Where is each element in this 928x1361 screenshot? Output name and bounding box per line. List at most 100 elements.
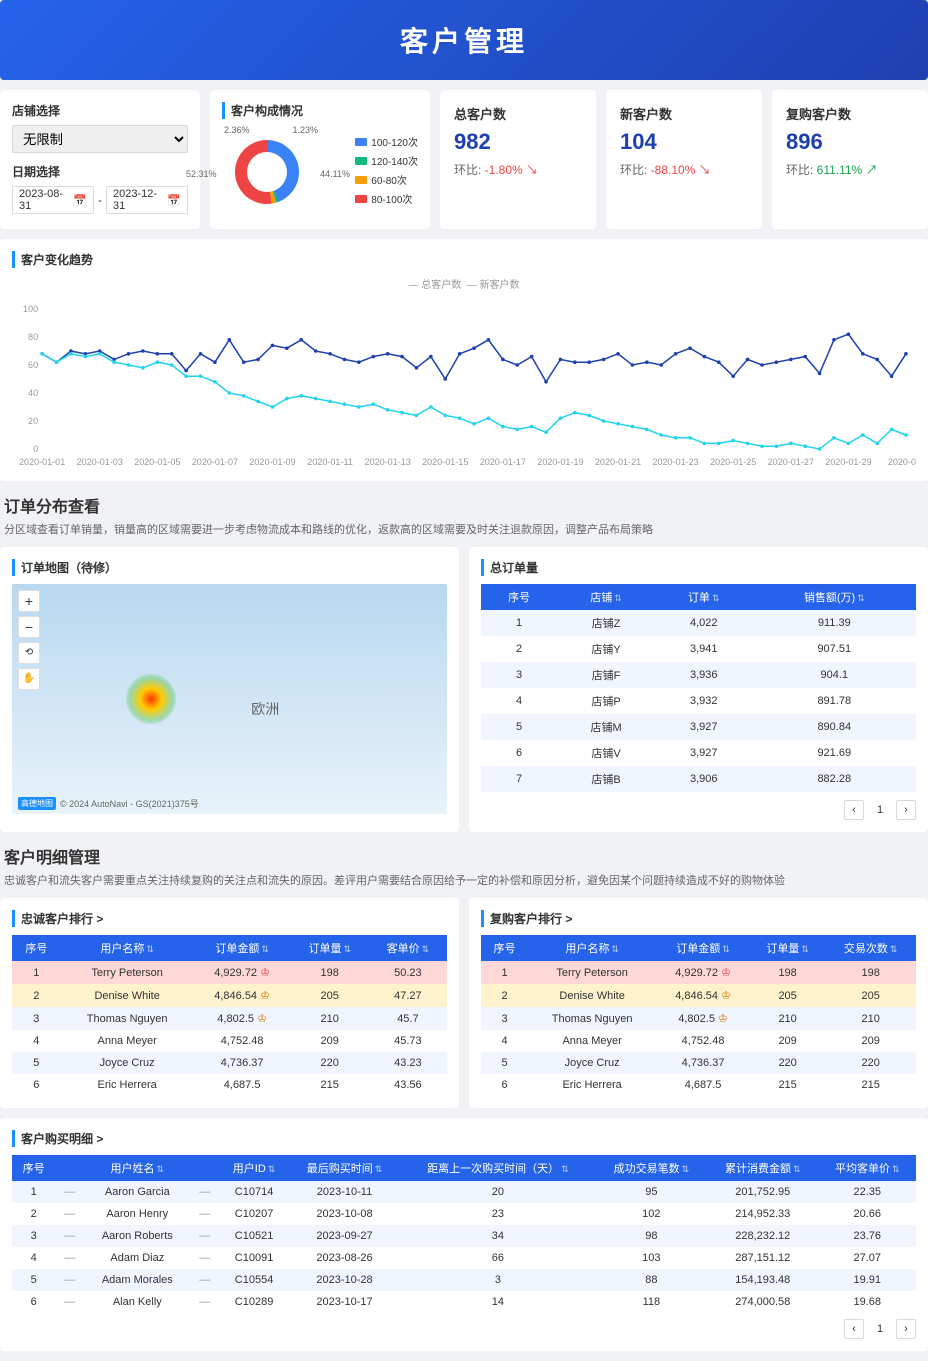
svg-text:2020-01-23: 2020-01-23 [652, 457, 698, 467]
table-row[interactable]: 3店铺F3,936904.1 [481, 662, 916, 688]
map-box[interactable]: + − ⟲ ✋ 欧洲 高德地图 © 2024 AutoNavi - GS(202… [12, 584, 447, 814]
column-header[interactable]: 序号 [481, 935, 528, 961]
svg-text:2020-01-27: 2020-01-27 [768, 457, 814, 467]
reset-button[interactable]: ⟲ [18, 642, 40, 664]
table-row[interactable]: 2Denise White4,846.54 ♔20547.27 [12, 984, 447, 1007]
table-row[interactable]: 4—Adam Diaz—C100912023-08-2666103287,151… [12, 1247, 916, 1269]
svg-text:2020-01-01: 2020-01-01 [19, 457, 65, 467]
table-row[interactable]: 5Joyce Cruz4,736.3722043.23 [12, 1052, 447, 1074]
date-label: 日期选择 [12, 163, 188, 180]
table-row[interactable]: 7店铺B3,906882.28 [481, 766, 916, 792]
loyal-rank-panel: 忠诚客户排行 > 序号用户名称⇅订单金额⇅订单量⇅客单价⇅ 1Terry Pet… [0, 898, 459, 1108]
table-row[interactable]: 1Terry Peterson4,929.72 ♔19850.23 [12, 961, 447, 984]
column-header[interactable]: 用户ID⇅ [219, 1155, 288, 1181]
table-row[interactable]: 4店铺P3,932891.78 [481, 688, 916, 714]
column-header[interactable]: 用户姓名⇅ [85, 1155, 191, 1181]
table-row[interactable]: 2店铺Y3,941907.51 [481, 636, 916, 662]
svg-text:2020-01-15: 2020-01-15 [422, 457, 468, 467]
column-header[interactable]: 订单量⇅ [750, 935, 825, 961]
metric-change: 环比: -1.80% ↘ [454, 161, 582, 178]
store-label: 店铺选择 [12, 102, 188, 119]
svg-text:0: 0 [33, 444, 38, 454]
svg-text:2020-01-25: 2020-01-25 [710, 457, 756, 467]
table-row[interactable]: 1—Aaron Garcia—C107142023-10-112095201,7… [12, 1181, 916, 1203]
table-row[interactable]: 3—Aaron Roberts—C105212023-09-273498228,… [12, 1225, 916, 1247]
prev-page-button[interactable]: ‹ [844, 1319, 864, 1339]
zoom-out-button[interactable]: − [18, 616, 40, 638]
order-table-panel: 总订单量 序号店铺⇅订单⇅销售额(万)⇅ 1店铺Z4,022911.392店铺Y… [469, 547, 928, 832]
trend-chart: 0204060801002020-01-012020-01-032020-01-… [12, 299, 916, 469]
column-header[interactable]: 订单金额⇅ [194, 935, 291, 961]
column-header[interactable] [190, 1155, 219, 1181]
table-row[interactable]: 5—Adam Morales—C105542023-10-28388154,19… [12, 1269, 916, 1291]
svg-text:2020-01-29: 2020-01-29 [825, 457, 871, 467]
column-header[interactable]: 序号 [12, 1155, 55, 1181]
column-header[interactable]: 累计消费金额⇅ [707, 1155, 818, 1181]
table-row[interactable]: 1店铺Z4,022911.39 [481, 610, 916, 636]
table-row[interactable]: 3Thomas Nguyen4,802.5 ♔21045.7 [12, 1007, 447, 1030]
trend-legend: — 总客户数 — 新客户数 [12, 276, 916, 291]
purchase-detail-table: 序号 用户姓名⇅ 用户ID⇅最后购买时间⇅距离上一次购买时间（天）⇅成功交易笔数⇅累… [12, 1155, 916, 1313]
metric-label: 总客户数 [454, 104, 582, 123]
svg-text:2020-01-05: 2020-01-05 [134, 457, 180, 467]
composition-title: 客户构成情况 [222, 102, 418, 119]
metric-card: 复购客户数 896 环比: 611.11% ↗ [772, 90, 928, 229]
table-row[interactable]: 2Denise White4,846.54 ♔205205 [481, 984, 916, 1007]
column-header[interactable]: 客单价⇅ [369, 935, 447, 961]
table-row[interactable]: 1Terry Peterson4,929.72 ♔198198 [481, 961, 916, 984]
zoom-in-button[interactable]: + [18, 590, 40, 612]
column-header[interactable]: 用户名称⇅ [61, 935, 194, 961]
column-header[interactable]: 序号 [12, 935, 61, 961]
map-attribution: 高德地图 © 2024 AutoNavi - GS(2021)375号 [18, 797, 199, 810]
pie-chart: 2.36% 1.23% 44.11% 52.31% [222, 127, 312, 217]
table-row[interactable]: 5Joyce Cruz4,736.37220220 [481, 1052, 916, 1074]
column-header[interactable]: 订单金额⇅ [656, 935, 750, 961]
table-row[interactable]: 6—Alan Kelly—C102892023-10-1714118274,00… [12, 1291, 916, 1313]
detail-section-title: 客户明细管理 [0, 844, 928, 868]
table-row[interactable]: 3Thomas Nguyen4,802.5 ♔210210 [481, 1007, 916, 1030]
svg-text:80: 80 [28, 332, 38, 342]
column-header[interactable]: 店铺⇅ [557, 584, 655, 610]
order-table: 序号店铺⇅订单⇅销售额(万)⇅ 1店铺Z4,022911.392店铺Y3,941… [481, 584, 916, 794]
table-row[interactable]: 6Eric Herrera4,687.5215215 [481, 1074, 916, 1096]
svg-text:2020-01-13: 2020-01-13 [365, 457, 411, 467]
column-header[interactable] [55, 1155, 84, 1181]
svg-text:20: 20 [28, 416, 38, 426]
column-header[interactable]: 最后购买时间⇅ [289, 1155, 400, 1181]
loyal-title: 忠诚客户排行 > [12, 910, 447, 927]
svg-text:2020-01-09: 2020-01-09 [249, 457, 295, 467]
column-header[interactable]: 交易次数⇅ [825, 935, 916, 961]
date-from-input[interactable]: 2023-08-31📅 [12, 186, 94, 214]
next-page-button[interactable]: › [896, 1319, 916, 1339]
map-title: 订单地图（待修） [12, 559, 447, 576]
loyal-rank-table: 序号用户名称⇅订单金额⇅订单量⇅客单价⇅ 1Terry Peterson4,92… [12, 935, 447, 1096]
table-row[interactable]: 8店铺K3,892883.16 [481, 792, 916, 794]
column-header[interactable]: 用户名称⇅ [528, 935, 656, 961]
column-header[interactable]: 距离上一次购买时间（天）⇅ [400, 1155, 595, 1181]
column-header[interactable]: 序号 [481, 584, 557, 610]
svg-text:60: 60 [28, 360, 38, 370]
store-select[interactable]: 无限制 [12, 125, 188, 153]
table-row[interactable]: 6店铺V3,927921.69 [481, 740, 916, 766]
table-row[interactable]: 2—Aaron Henry—C102072023-10-0823102214,9… [12, 1203, 916, 1225]
order-table-title: 总订单量 [481, 559, 916, 576]
column-header[interactable]: 订单⇅ [655, 584, 753, 610]
column-header[interactable]: 订单量⇅ [291, 935, 369, 961]
svg-text:2020-01-19: 2020-01-19 [537, 457, 583, 467]
pie-legend: 100-120次120-140次60-80次80-100次 [355, 134, 418, 210]
prev-page-button[interactable]: ‹ [844, 800, 864, 820]
table-row[interactable]: 5店铺M3,927890.84 [481, 714, 916, 740]
column-header[interactable]: 平均客单价⇅ [818, 1155, 916, 1181]
next-page-button[interactable]: › [896, 800, 916, 820]
table-row[interactable]: 4Anna Meyer4,752.4820945.73 [12, 1030, 447, 1052]
table-row[interactable]: 6Eric Herrera4,687.521543.56 [12, 1074, 447, 1096]
page-header: 客户管理 [0, 0, 928, 80]
column-header[interactable]: 销售额(万)⇅ [753, 584, 916, 610]
pan-button[interactable]: ✋ [18, 668, 40, 690]
svg-text:2020-01-21: 2020-01-21 [595, 457, 641, 467]
column-header[interactable]: 成功交易笔数⇅ [596, 1155, 707, 1181]
table-row[interactable]: 4Anna Meyer4,752.48209209 [481, 1030, 916, 1052]
date-to-input[interactable]: 2023-12-31📅 [106, 186, 188, 214]
trend-title: 客户变化趋势 [12, 251, 916, 268]
svg-text:2020-01-11: 2020-01-11 [307, 457, 353, 467]
